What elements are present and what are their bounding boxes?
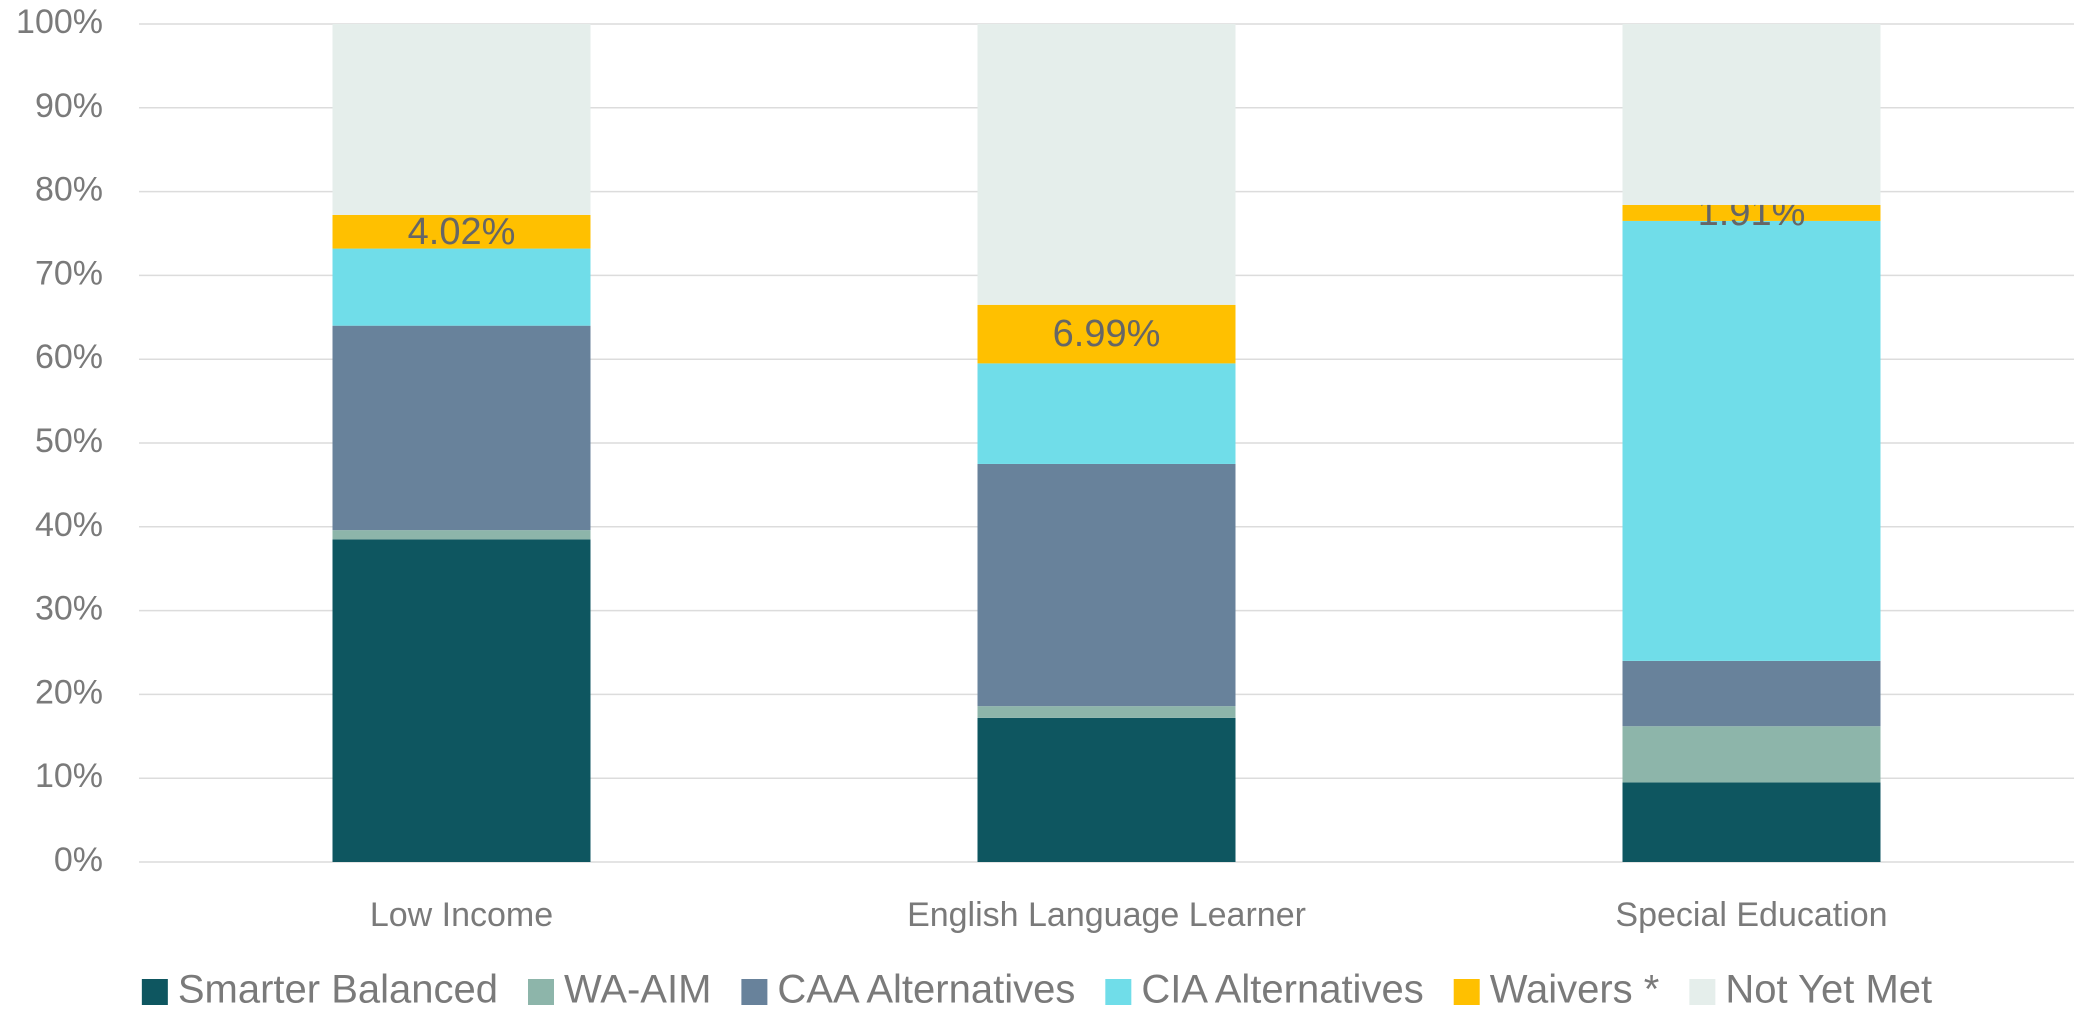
bar-segment	[332, 214, 591, 249]
y-tick-label: 60%	[35, 338, 103, 376]
x-tick-label: Special Education	[1615, 896, 1887, 934]
y-tick-label: 20%	[35, 673, 103, 711]
y-tick-label: 50%	[35, 422, 103, 460]
bar-segment	[332, 530, 591, 540]
legend-swatch	[141, 979, 168, 1005]
x-tick-label: English Language Learner	[907, 896, 1306, 934]
y-tick-label: 40%	[35, 506, 103, 544]
y-tick-label: 90%	[35, 87, 103, 125]
legend-label: Not Yet Met	[1725, 968, 1932, 1012]
y-tick-label: 100%	[16, 3, 103, 41]
data-label: 6.99%	[1053, 313, 1161, 355]
legend-label: WA-AIM	[564, 968, 711, 1012]
legend-swatch	[741, 979, 768, 1005]
bar-segment	[1622, 782, 1881, 862]
bar-segment	[1622, 24, 1881, 205]
data-label: 4.02%	[408, 211, 516, 253]
legend-swatch	[1689, 979, 1716, 1005]
legend-swatch	[528, 979, 554, 1005]
bar-segment	[332, 539, 591, 862]
bar-segment	[977, 717, 1236, 862]
x-tick-label: Low Income	[370, 896, 553, 934]
bar-segment	[332, 24, 591, 215]
y-tick-label: 10%	[35, 757, 103, 795]
bar-segment	[977, 706, 1236, 718]
bar-segment	[1622, 660, 1881, 727]
bar-segment	[1622, 726, 1881, 783]
bar-segment	[332, 325, 591, 531]
bar-segment	[332, 248, 591, 326]
bar-segment	[1622, 220, 1881, 661]
bar-segment	[1622, 204, 1881, 221]
y-tick-label: 30%	[35, 590, 103, 628]
y-tick-label: 80%	[35, 171, 103, 209]
bar-segment	[977, 463, 1236, 707]
legend-swatch	[1453, 979, 1480, 1005]
bar-segment	[977, 304, 1236, 364]
legend-label: CAA Alternatives	[777, 968, 1075, 1012]
legend-label: CIA Alternatives	[1141, 968, 1423, 1012]
legend-label: Smarter Balanced	[178, 968, 498, 1012]
bar-segment	[977, 24, 1236, 305]
legend-label: Waivers *	[1490, 968, 1660, 1012]
y-tick-label: 0%	[54, 841, 103, 879]
legend-swatch	[1105, 979, 1132, 1005]
bar-segment	[977, 363, 1236, 464]
y-tick-label: 70%	[35, 254, 103, 292]
